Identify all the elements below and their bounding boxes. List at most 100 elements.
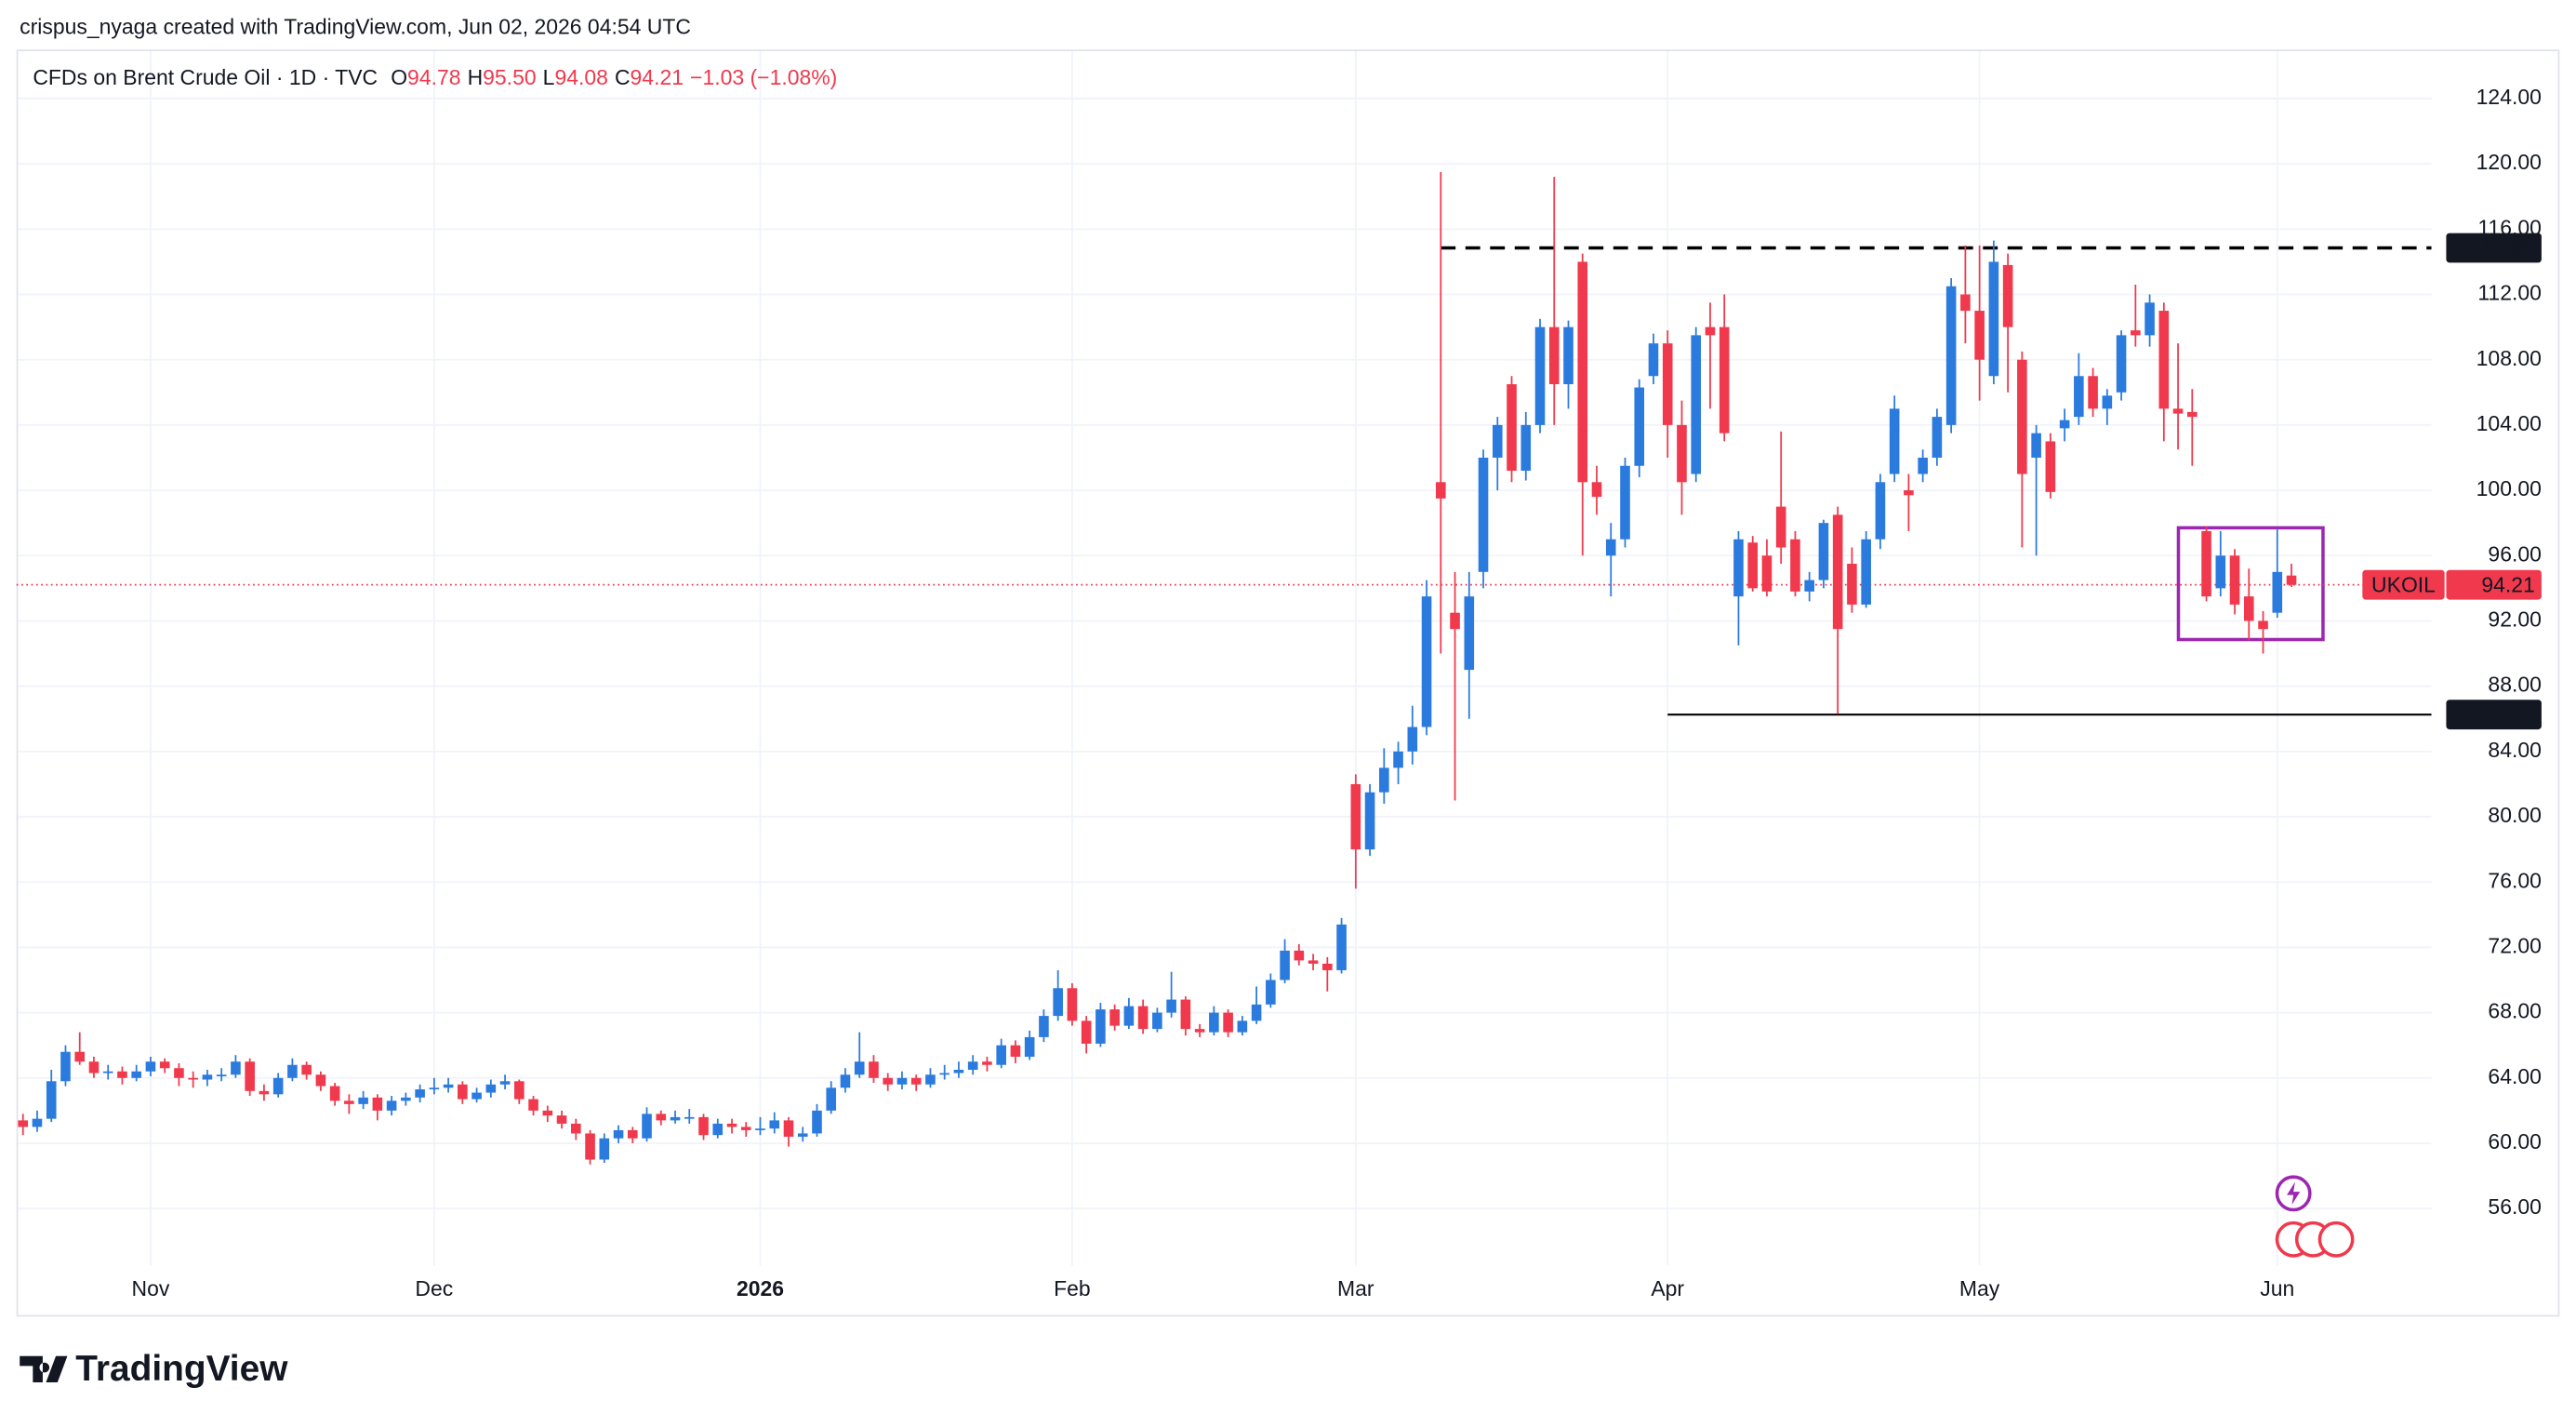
annotation-box [2176, 526, 2325, 642]
candle-body [1294, 950, 1305, 961]
candle-body [1904, 490, 1914, 496]
candle-body [1223, 1012, 1233, 1033]
candle-body [627, 1129, 638, 1139]
candle-body [1393, 751, 1403, 768]
candle-body [1790, 539, 1800, 592]
logo-mark [20, 1355, 68, 1382]
x-tick-label: Dec [415, 1276, 453, 1300]
candle-body [1336, 924, 1347, 970]
y-tick-label: 64.00 [2488, 1064, 2541, 1088]
y-tick-label: 76.00 [2488, 868, 2541, 892]
candle-body [272, 1077, 284, 1095]
candle-body [585, 1133, 595, 1160]
candle-body [32, 1118, 43, 1127]
candle-body [1364, 792, 1375, 850]
candle-body [812, 1110, 822, 1134]
candle-body [1634, 387, 1645, 466]
candle-body [1053, 988, 1063, 1017]
candle-body [315, 1074, 326, 1087]
candle-body [2243, 596, 2254, 621]
candle-body [131, 1071, 141, 1078]
candle-body [1804, 580, 1814, 592]
candle-body [1152, 1012, 1162, 1030]
candle-body [458, 1084, 468, 1100]
candle-body [840, 1074, 851, 1088]
candle-body [1662, 343, 1673, 425]
candle-body [1478, 457, 1489, 572]
candle-body [46, 1081, 57, 1119]
symbol-tag-label: UKOIL [2371, 573, 2436, 597]
header: crispus_nyaga created with TradingView.c… [20, 14, 691, 38]
candle-body [2116, 335, 2127, 393]
candle-body [910, 1077, 922, 1085]
candle-body [2102, 395, 2113, 409]
candle-body [556, 1115, 567, 1124]
candle-body [514, 1081, 524, 1100]
candle-body [783, 1120, 794, 1137]
x-tick-label: 2026 [737, 1276, 784, 1300]
candle-body [18, 1120, 29, 1127]
candle-body [1350, 783, 1361, 850]
candle-body [1563, 327, 1573, 385]
candle-body [1095, 1009, 1106, 1044]
x-tick-label: Mar [1337, 1276, 1374, 1300]
event-icons [2275, 1175, 2355, 1258]
y-tick-label: 120.00 [2476, 150, 2542, 174]
candle-body [1548, 327, 1560, 385]
x-tick-label: Nov [132, 1276, 170, 1300]
candle-body [755, 1128, 765, 1130]
y-tick-label: 72.00 [2488, 933, 2541, 957]
candle-body [684, 1116, 695, 1119]
candle-body [1209, 1012, 1219, 1033]
candle-body [996, 1045, 1006, 1065]
candle-body [2059, 420, 2070, 429]
candle-body [2272, 571, 2283, 613]
candle-body [613, 1129, 624, 1139]
candle-body [599, 1138, 610, 1160]
price-tag [2446, 700, 2542, 730]
candle-body [2229, 555, 2240, 605]
legend: CFDs on Brent Crude Oil · 1D · TVC O94.78… [33, 65, 837, 89]
candle-body [1520, 424, 1532, 472]
candle-body [88, 1061, 100, 1074]
candle-body [896, 1077, 908, 1085]
candle-body [854, 1061, 865, 1075]
y-tick-label: 60.00 [2488, 1129, 2541, 1154]
event-icon [2317, 1220, 2355, 1258]
candle-body [202, 1074, 213, 1080]
candle-body [117, 1071, 127, 1078]
candle-body [1507, 384, 1517, 472]
candle-body [329, 1086, 340, 1101]
candle-body [1719, 327, 1730, 433]
y-tick-label: 100.00 [2476, 476, 2542, 500]
price-tag-label: 114.85 [2471, 235, 2535, 260]
candle-body [769, 1120, 780, 1129]
candle-body [1832, 514, 1843, 630]
candle-body [2201, 530, 2211, 597]
legend-symbol: CFDs on Brent Crude Oil · 1D · TVC [33, 65, 378, 89]
candle-body [542, 1110, 553, 1116]
y-tick-label: 92.00 [2488, 607, 2541, 632]
y-tick-label: 96.00 [2488, 541, 2541, 566]
candle-body [145, 1061, 156, 1072]
candle-body [670, 1116, 681, 1121]
x-tick-label: Apr [1651, 1276, 1684, 1300]
candle-body [287, 1064, 298, 1078]
candle-body [372, 1097, 383, 1111]
legend-change: −1.03 (−1.08%) [690, 65, 837, 89]
candle-body [2158, 311, 2170, 409]
candle-body [1988, 261, 1999, 377]
y-tick-label: 88.00 [2488, 673, 2541, 697]
candle-body [1705, 327, 1716, 336]
candle-body [1067, 988, 1078, 1021]
candle-body [1677, 424, 1687, 483]
x-tick-label: Jun [2260, 1276, 2294, 1300]
candle-body [1945, 286, 1957, 425]
candle-body [1379, 767, 1389, 793]
candle-body [1918, 457, 1928, 474]
candle-body [259, 1090, 270, 1095]
candle-body [1605, 539, 1616, 556]
candle-body [1747, 542, 1758, 589]
candle-body [1691, 335, 1702, 474]
